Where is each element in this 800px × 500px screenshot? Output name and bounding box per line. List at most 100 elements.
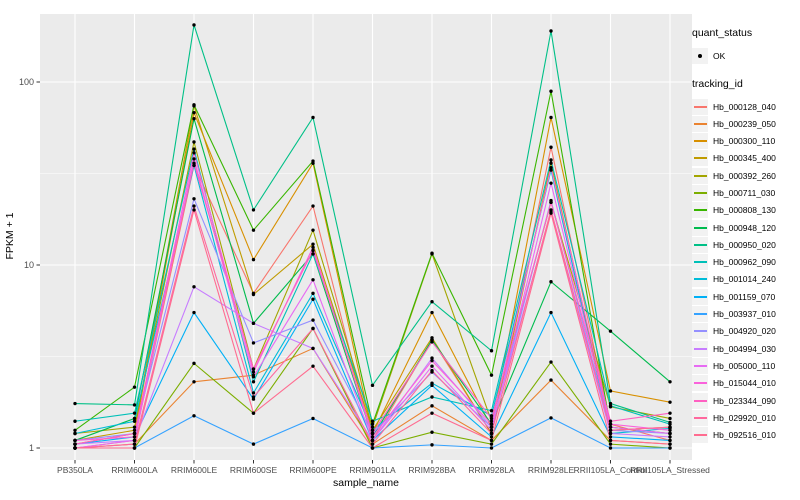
data-point	[549, 280, 553, 284]
data-point	[192, 197, 196, 201]
data-point	[430, 310, 434, 315]
data-point	[192, 117, 196, 121]
legend-item-label: Hb_000962_090	[713, 257, 776, 268]
series-color-swatch	[693, 399, 707, 402]
data-point	[251, 395, 256, 399]
series-color-swatch	[693, 174, 707, 177]
legend-item-Hb_000345_400: Hb_000345_400	[692, 150, 798, 167]
legend-item-label: OK	[713, 50, 726, 61]
data-point	[251, 257, 256, 262]
data-point	[549, 360, 553, 364]
data-point	[370, 425, 375, 429]
x-tick-label: RRII105LA_Control	[574, 465, 648, 475]
data-point	[549, 89, 553, 93]
line-key-icon	[692, 409, 708, 426]
data-point	[549, 158, 553, 162]
data-point	[430, 340, 434, 344]
legend-item-Hb_004920_020: Hb_004920_020	[692, 323, 798, 340]
data-point	[370, 428, 375, 432]
data-point	[370, 438, 375, 443]
series-color-swatch	[693, 140, 707, 143]
data-point	[311, 248, 315, 253]
data-point	[549, 208, 553, 212]
series-color-swatch	[693, 105, 707, 108]
line-key-icon	[692, 288, 708, 305]
ok-point-icon	[698, 53, 702, 58]
series-color-swatch	[693, 278, 707, 281]
data-point	[251, 341, 256, 345]
data-point	[608, 438, 613, 443]
data-point	[192, 414, 196, 418]
legend-item-Hb_000239_050: Hb_000239_050	[692, 115, 798, 132]
series-color-swatch	[693, 382, 707, 385]
data-point	[489, 431, 494, 436]
data-point	[132, 403, 137, 407]
data-point	[73, 446, 77, 450]
legend-item-label: Hb_000239_050	[713, 118, 776, 129]
data-point	[370, 442, 375, 446]
data-point	[489, 446, 494, 450]
x-tick-label: RRIM928LE	[528, 465, 575, 475]
x-tick-label: RRIM600LA	[111, 465, 158, 475]
data-point	[192, 103, 196, 107]
data-point	[73, 401, 77, 406]
legend-item-label: Hb_000808_130	[713, 205, 776, 216]
data-point	[370, 435, 375, 439]
data-point	[370, 422, 375, 426]
x-tick-label: RRIM600SE	[230, 465, 278, 475]
data-point	[132, 425, 137, 429]
legend-group-tracking-id: tracking_id Hb_000128_040 Hb_000239_050 Hb…	[692, 78, 798, 444]
data-point	[430, 300, 434, 304]
data-point	[430, 356, 434, 360]
data-point	[668, 428, 672, 432]
data-point	[668, 425, 672, 429]
legend-item-label: Hb_000948_120	[713, 222, 776, 233]
data-point	[489, 422, 494, 426]
data-point	[608, 329, 613, 333]
data-point	[192, 140, 196, 144]
legend-item-label: Hb_004994_030	[713, 343, 776, 354]
data-point	[430, 364, 434, 368]
data-point	[132, 428, 137, 432]
series-color-swatch	[693, 157, 707, 160]
legend-group-quant-status: quant_status OK	[692, 27, 798, 64]
x-tick-label: RRIM600PE	[289, 465, 337, 475]
data-point	[668, 380, 672, 384]
x-axis-title: sample_name	[333, 477, 399, 489]
data-point	[668, 446, 672, 450]
data-point	[549, 416, 553, 420]
data-point	[549, 115, 553, 120]
legend-item-label: Hb_000345_400	[713, 153, 776, 164]
y-tick-label: 100	[19, 77, 34, 87]
legend-item-label: Hb_092516_010	[713, 430, 776, 441]
data-point	[489, 414, 494, 418]
line-key-icon	[692, 150, 708, 167]
data-point	[192, 204, 196, 208]
legend-item-label: Hb_029920_010	[713, 412, 776, 423]
data-point	[132, 411, 137, 415]
data-point	[549, 310, 553, 315]
legend-item-Hb_003937_010: Hb_003937_010	[692, 306, 798, 323]
data-point	[668, 438, 672, 443]
series-color-swatch	[693, 434, 707, 437]
data-point	[251, 367, 256, 371]
line-key-icon	[692, 254, 708, 271]
data-point	[549, 200, 553, 205]
legend-item-Hb_000948_120: Hb_000948_120	[692, 219, 798, 236]
data-point	[549, 168, 553, 172]
data-point	[192, 161, 196, 165]
legend-item-Hb_000128_040: Hb_000128_040	[692, 98, 798, 115]
data-point	[430, 404, 434, 408]
data-point	[192, 157, 196, 161]
data-point	[608, 425, 613, 429]
data-point	[430, 251, 434, 255]
data-point	[608, 435, 613, 439]
line-key-icon	[692, 236, 708, 253]
legend-item-label: Hb_003937_010	[713, 309, 776, 320]
legend: quant_status OK tracking_id Hb_000128_04…	[692, 27, 798, 458]
series-color-swatch	[693, 261, 707, 264]
line-key-icon	[692, 357, 708, 374]
data-point	[489, 428, 494, 432]
data-point	[430, 368, 434, 373]
data-point	[73, 442, 77, 446]
